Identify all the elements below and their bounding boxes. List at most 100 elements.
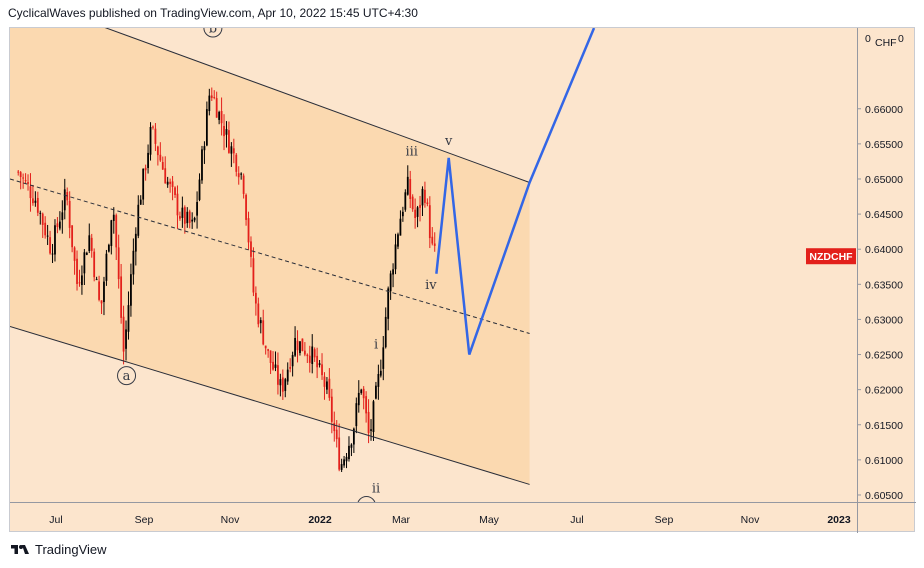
candle xyxy=(27,174,29,191)
candle xyxy=(284,377,287,398)
candle xyxy=(313,347,316,362)
x-tick-label: 2022 xyxy=(308,514,332,526)
candle xyxy=(115,213,118,261)
candle xyxy=(105,249,108,286)
candle xyxy=(377,364,380,400)
candle xyxy=(269,350,272,375)
wave-text: ii xyxy=(372,481,380,496)
y-tick-label: 0.65500 xyxy=(865,139,903,151)
candle xyxy=(350,443,353,457)
y-tick-label: 0.63500 xyxy=(865,279,903,291)
y-scale-top-label-right: 0 xyxy=(898,33,904,45)
footer: TradingView xyxy=(10,542,107,557)
candle xyxy=(365,391,368,423)
candle xyxy=(46,224,49,246)
candle xyxy=(428,196,431,249)
wave-label-ii: ii xyxy=(372,481,380,496)
candle xyxy=(262,309,265,346)
candle xyxy=(41,212,44,238)
channel-fill xyxy=(10,28,530,485)
candle xyxy=(169,178,172,193)
candle xyxy=(17,169,20,176)
candle xyxy=(171,176,174,201)
candle xyxy=(83,249,86,286)
candle xyxy=(289,358,292,373)
wave-label-v: v xyxy=(444,134,453,149)
candle xyxy=(316,347,319,379)
candle xyxy=(51,243,54,264)
candle xyxy=(294,326,296,357)
candle xyxy=(98,275,100,302)
candle xyxy=(433,232,436,252)
candle xyxy=(389,270,392,300)
candle xyxy=(311,334,314,374)
footer-brand: TradingView xyxy=(35,542,107,557)
chart-frame[interactable]: a b c i ii iii iv v 0.66000 0.65500 0.65000 0.64500… xyxy=(9,27,916,533)
candle xyxy=(277,352,279,395)
candle xyxy=(321,353,323,380)
candle xyxy=(73,246,76,275)
x-tick-label: Sep xyxy=(655,514,674,526)
candle xyxy=(130,263,132,317)
wave-label-iii: iii xyxy=(405,144,417,159)
y-tick-label: 0.61000 xyxy=(865,455,903,467)
candle xyxy=(230,142,233,167)
candle xyxy=(250,236,252,268)
candle xyxy=(370,419,372,441)
candle xyxy=(112,207,115,234)
candle xyxy=(394,233,397,275)
y-tick-label: 0.62500 xyxy=(865,350,903,362)
candle xyxy=(156,145,159,166)
wave-label-c: c xyxy=(357,496,376,502)
candle xyxy=(117,234,120,289)
candle xyxy=(63,178,66,220)
candle xyxy=(308,345,311,373)
candle xyxy=(392,263,394,288)
candle xyxy=(152,125,154,130)
candle xyxy=(419,195,421,222)
candle xyxy=(181,196,184,228)
candle xyxy=(88,223,91,254)
x-tick-label: Mar xyxy=(392,514,411,526)
candle xyxy=(78,269,81,287)
candle xyxy=(345,453,348,469)
candle xyxy=(103,276,105,316)
wave-projection-line xyxy=(435,28,596,355)
price-chart[interactable]: abciiiiiiivv0.660000.655000.650000.64500… xyxy=(10,28,916,533)
y-scale-top-label: 0 xyxy=(865,33,871,45)
candle xyxy=(286,362,289,385)
candle xyxy=(95,276,98,281)
candle xyxy=(32,184,34,206)
candle xyxy=(362,386,365,410)
candle xyxy=(323,372,326,400)
candle xyxy=(198,173,201,202)
y-tick-label: 0.62000 xyxy=(865,385,903,397)
candle xyxy=(397,232,399,250)
x-tick-label: Nov xyxy=(221,514,240,526)
candle xyxy=(228,121,230,154)
candles xyxy=(17,87,436,473)
candle xyxy=(44,216,47,239)
candle xyxy=(24,173,27,184)
candle xyxy=(154,123,157,152)
candle xyxy=(183,205,186,234)
candle xyxy=(174,186,176,198)
tradingview-logo-icon xyxy=(11,544,29,554)
candle xyxy=(264,345,267,355)
wave-circle xyxy=(357,496,376,502)
candle xyxy=(90,233,93,258)
candle xyxy=(252,247,255,297)
candle xyxy=(220,97,223,136)
candle xyxy=(132,238,135,285)
candle xyxy=(110,219,113,255)
y-tick-label: 0.66000 xyxy=(865,104,903,116)
wave-circle xyxy=(203,28,223,38)
candle xyxy=(122,305,125,365)
candle xyxy=(357,380,360,413)
candle xyxy=(352,427,355,453)
candle xyxy=(235,153,238,177)
candle xyxy=(218,110,221,125)
symbol-badge-bg xyxy=(806,248,856,265)
candle xyxy=(426,198,429,207)
